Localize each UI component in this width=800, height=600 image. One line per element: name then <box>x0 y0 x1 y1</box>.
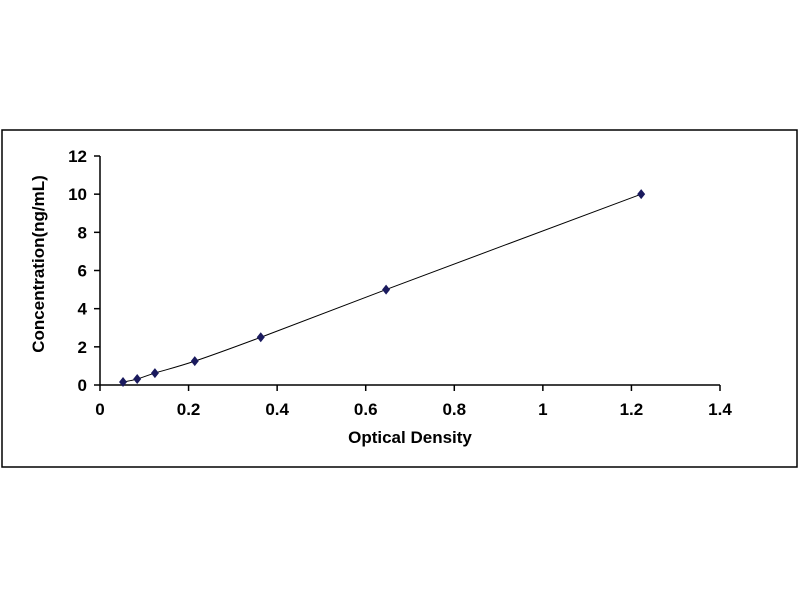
data-point-diamond <box>382 284 391 295</box>
chart-frame <box>1 129 798 468</box>
data-point-diamond <box>119 377 128 388</box>
x-tick-label: 0.8 <box>442 400 466 419</box>
y-tick-label: 6 <box>78 262 87 281</box>
data-point-diamond <box>150 368 159 379</box>
data-points <box>119 189 646 388</box>
y-tick-label: 12 <box>68 147 87 166</box>
y-tick-label: 8 <box>78 223 87 242</box>
y-tick-label: 2 <box>78 338 87 357</box>
x-tick-label: 1.2 <box>620 400 644 419</box>
x-tick-label: 0.4 <box>265 400 289 419</box>
x-tick-label: 0.6 <box>354 400 378 419</box>
x-axis-ticks: 0 0.2 0.4 0.6 0.8 1 1.2 1.4 <box>95 385 732 419</box>
y-tick-label: 10 <box>68 185 87 204</box>
x-tick-label: 1 <box>538 400 547 419</box>
y-axis-ticks: 0 2 4 6 8 10 12 <box>68 147 100 395</box>
data-point-diamond <box>133 374 142 385</box>
x-tick-label: 0.2 <box>177 400 201 419</box>
y-axis-label: Concentration(ng/mL) <box>29 175 48 353</box>
x-tick-label: 0 <box>95 400 104 419</box>
data-point-diamond <box>637 189 646 200</box>
data-point-diamond <box>190 356 199 367</box>
x-tick-label: 1.4 <box>708 400 732 419</box>
y-tick-label: 0 <box>78 376 87 395</box>
y-tick-label: 4 <box>78 300 88 319</box>
data-point-diamond <box>256 332 265 343</box>
x-axis-label: Optical Density <box>348 428 472 447</box>
